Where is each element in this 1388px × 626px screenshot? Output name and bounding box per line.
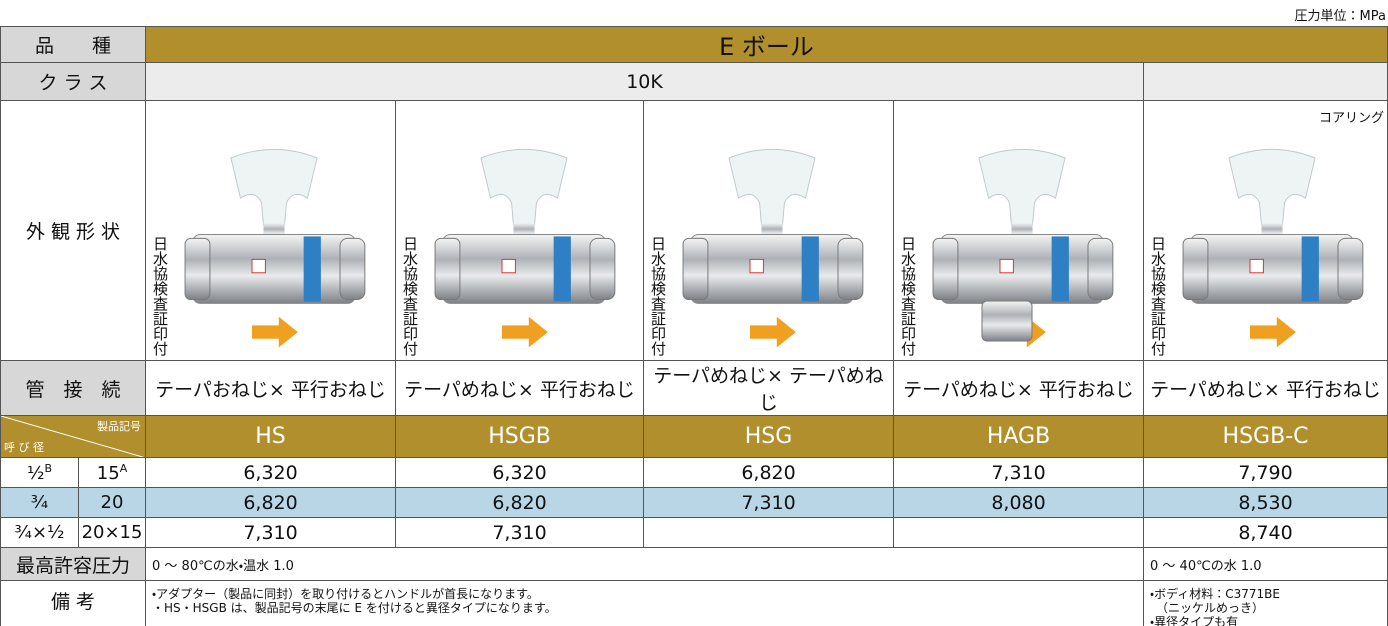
remarks: ・アダプター（製品に同封）を取り付けるとハンドルが首長になります。 ・HS・HSG… [145,580,1145,626]
label-kind: 品 種 [0,26,147,63]
price-empty [893,517,1145,548]
remark-line: ・異径タイプも有 [1150,615,1239,626]
price: 6,320 [395,457,645,488]
photo-cell: 日水協検査証印付 [643,100,895,361]
price: 7,310 [893,457,1145,488]
photo-cell: コアリング日水協検査証印付 [1143,100,1388,361]
size-mm: 20×15 [77,517,147,548]
price: 6,820 [643,457,895,488]
photo-cell: 日水協検査証印付 [893,100,1145,361]
remarks: ・ボディ材料：C3771BE （ニッケルめっき） ・異径タイプも有 [1143,580,1388,626]
remark-line: （ニッケルめっき） [1150,601,1265,615]
remark-line: ・アダプター（製品に同封）を取り付けるとハンドルが首長になります。 [152,587,539,601]
label-class: ク ラ ス [0,62,147,101]
diag-line [1,416,143,457]
stamp: 日水協検査証印付 [1149,236,1168,356]
price: 7,310 [395,517,645,548]
price: 8,740 [1143,517,1388,548]
code: HSGB [395,415,645,458]
connection: テーパおねじ× 平行おねじ [145,360,397,416]
photo-cell: 日水協検査証印付 [395,100,645,361]
label-remarks: 備 考 [0,580,147,626]
size-inch: ½B [0,457,79,488]
price: 6,820 [145,487,397,518]
inch-unit: B [44,461,52,475]
stamp: 日水協検査証印付 [649,236,668,356]
valve-photo [912,131,1132,361]
label-appearance: 外 観 形 状 [0,100,147,361]
code: HAGB [893,415,1145,458]
class: 10K [145,62,1145,101]
valve-photo [662,131,882,361]
valve-photo [164,131,384,361]
price: 6,320 [145,457,397,488]
connection: テーパめねじ× テーパめねじ [643,360,895,416]
label-pressure: 最高許容圧力 [0,547,147,581]
price: 6,820 [395,487,645,518]
unit-note: 圧力単位：MPa [1294,9,1386,24]
size-inch: ¾×½ [0,517,79,548]
code: HSG [643,415,895,458]
pressure: 0 ～ 80℃の水・温水 1.0 [145,547,1145,581]
inch: ½ [27,462,45,484]
mm: 15 [96,462,120,484]
pressure: 0 ～ 40℃の水 1.0 [1143,547,1388,581]
label-code: 製品記号 [97,420,142,433]
label-size: 呼 び 径 [4,441,44,454]
photo-cell: 日水協検査証印付 [145,100,397,361]
stamp: 日水協検査証印付 [151,236,170,356]
connection: テーパめねじ× 平行おねじ [893,360,1145,416]
connection: テーパめねじ× 平行おねじ [1143,360,1388,416]
remark-line: ・HS・HSGB は、製品記号の末尾に E を付けると異径タイプになります。 [152,601,557,615]
stamp: 日水協検査証印付 [899,236,918,356]
size-mm: 15A [77,457,147,488]
price: 7,310 [145,517,397,548]
coring-note: コアリング [1319,111,1385,126]
spec-table: 品 種 E ボール ク ラ ス 10K 外 観 形 状 日水協検査証印付 日水協… [0,26,1388,626]
remark-line: ・ボディ材料：C3771BE [1150,587,1280,601]
kind: E ボール [145,26,1388,63]
valve-photo [1162,131,1382,361]
valve-photo [414,131,634,361]
stamp: 日水協検査証印付 [401,236,420,356]
class-empty [1143,62,1388,101]
mm-unit: A [119,461,128,475]
diag-header: 製品記号呼 び 径 [0,415,147,458]
price: 7,790 [1143,457,1388,488]
price: 8,530 [1143,487,1388,518]
label-connection: 管 接 続 [0,360,147,416]
connection: テーパめねじ× 平行おねじ [395,360,645,416]
price: 7,310 [643,487,895,518]
size-mm: 20 [77,487,147,518]
price: 8,080 [893,487,1145,518]
size-inch: ¾ [0,487,79,518]
code: HSGB-C [1143,415,1388,458]
price-empty [643,517,895,548]
code: HS [145,415,397,458]
